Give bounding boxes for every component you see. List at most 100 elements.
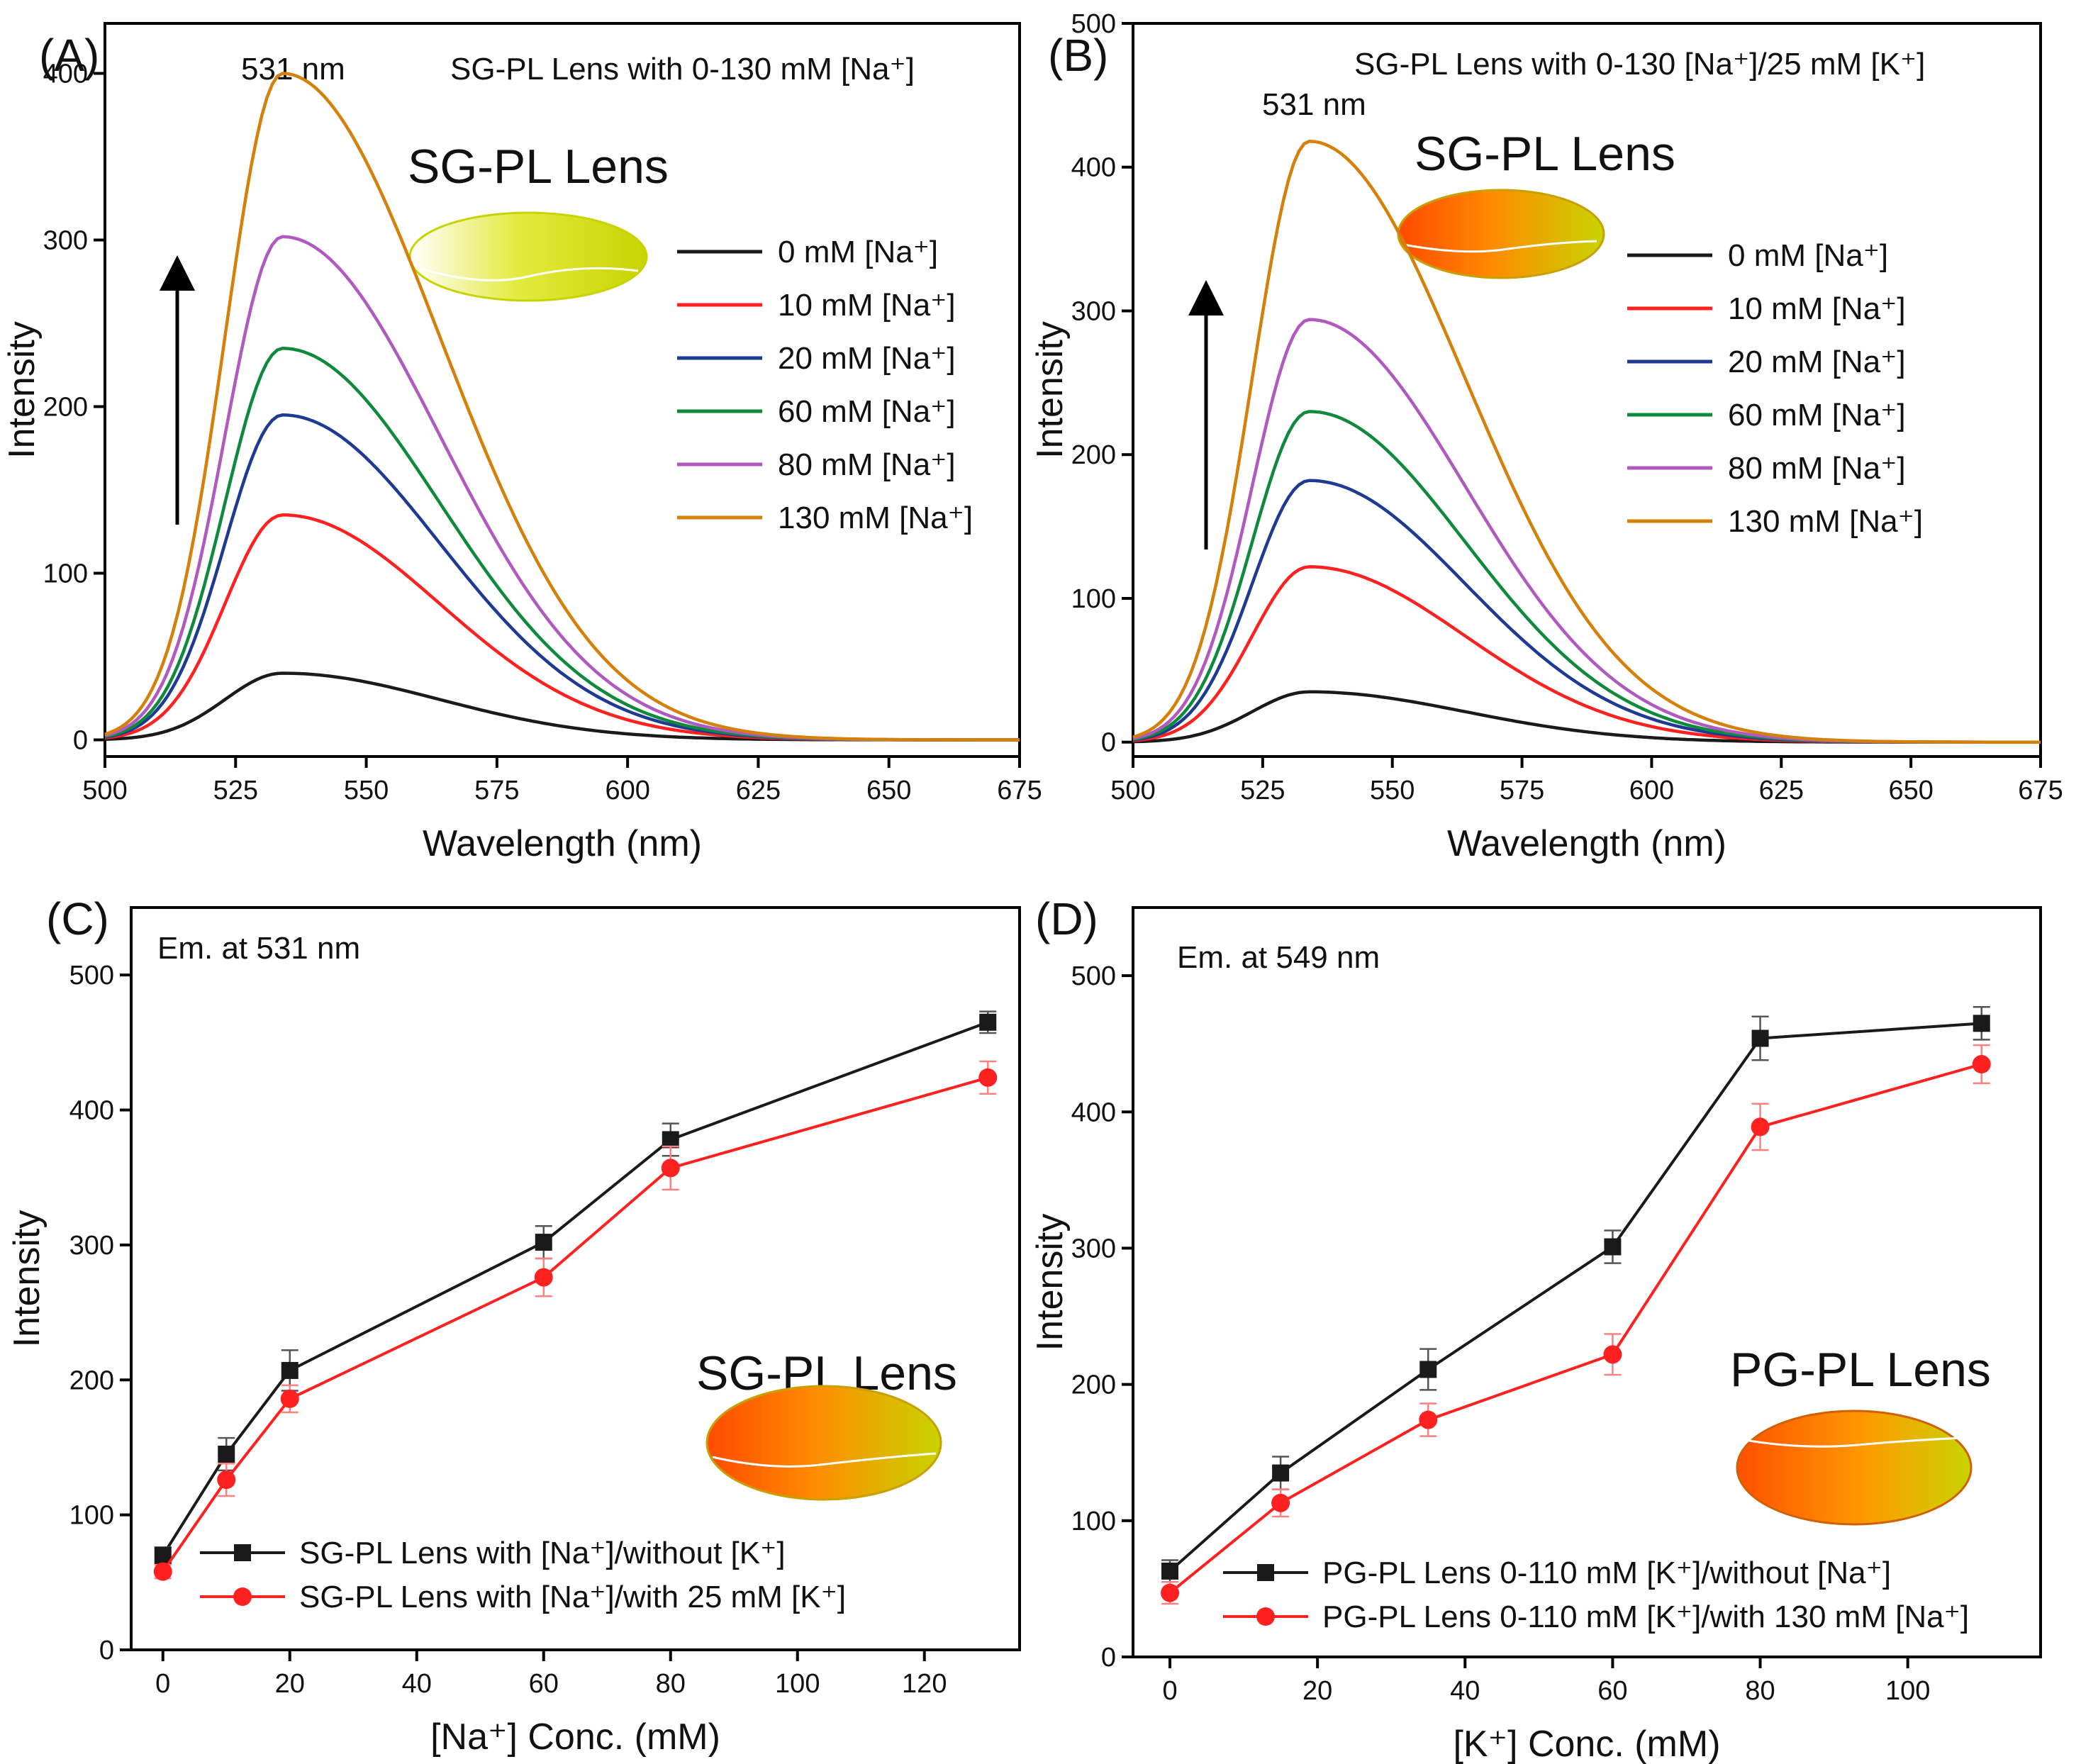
data-point [1419, 1361, 1437, 1378]
peak-label: 531 nm [1262, 87, 1366, 122]
series-line [1168, 1022, 1982, 1573]
series-line [162, 1020, 988, 1556]
y-axis-label: Intensity [1, 321, 43, 459]
x-tick-label: 550 [344, 776, 389, 805]
spectrum-line [104, 72, 1020, 742]
legend-label: PG-PL Lens 0-110 mM [K⁺]/with 130 mM [Na… [1322, 1600, 1969, 1634]
legend-label: 0 mM [Na⁺] [778, 235, 938, 269]
legend-label: SG-PL Lens with [Na⁺]/with 25 mM [K⁺] [299, 1580, 846, 1614]
data-point [1604, 1238, 1622, 1256]
y-tick-label: 0 [1101, 728, 1116, 758]
series-line [162, 1076, 988, 1573]
data-point [1751, 1029, 1769, 1047]
x-tick-label: 675 [997, 776, 1042, 805]
data-point [1161, 1583, 1180, 1602]
x-tick-label: 575 [1500, 776, 1544, 805]
panel-a: (A) SG-PL Lens with 0-130 mM [Na⁺] 531 n… [1, 22, 1042, 864]
legend-marker [233, 1587, 252, 1606]
lens-label: SG-PL Lens [1415, 127, 1675, 181]
yellow-lens-icon [408, 211, 648, 302]
x-tick-label: 650 [866, 776, 911, 805]
x-tick-label: 0 [1162, 1676, 1177, 1706]
y-tick-label: 100 [1071, 1507, 1116, 1536]
legend-label: 20 mM [Na⁺] [1728, 345, 1906, 379]
x-tick-label: 120 [902, 1669, 947, 1699]
x-tick-label: 500 [82, 776, 127, 805]
data-point [1751, 1117, 1770, 1137]
x-tick-label: 650 [1888, 776, 1933, 805]
data-point [1603, 1345, 1622, 1364]
plot-frame [104, 22, 1021, 758]
legend-label: 130 mM [Na⁺] [1728, 504, 1923, 539]
data-point [217, 1470, 236, 1490]
lens-label: SG-PL Lens [408, 140, 669, 194]
chart-title: SG-PL Lens with 0-130 [Na⁺]/25 mM [K⁺] [1354, 47, 1925, 82]
x-tick-label: 80 [1745, 1676, 1775, 1706]
x-tick-label: 525 [213, 776, 258, 805]
panel-c: (C) Em. at 531 nm SG-PL Lens 0 20 40 60 80 10… [6, 893, 1021, 1758]
x-tick-label: 675 [2018, 776, 2063, 805]
data-point [1972, 1055, 1991, 1074]
x-tick-label: 625 [1759, 776, 1804, 805]
legend-label: 60 mM [Na⁺] [1728, 398, 1906, 432]
y-tick-label: 100 [69, 1501, 114, 1531]
legend-marker [1256, 1607, 1275, 1626]
y-tick-label: 300 [1071, 296, 1116, 326]
plot-frame [1132, 906, 2042, 1658]
orange-yellow-lens-icon [705, 1385, 942, 1501]
spectrum-line [104, 671, 1020, 742]
plot-frame [130, 906, 1021, 1651]
data-point [661, 1159, 680, 1178]
data-point [978, 1068, 998, 1087]
legend-label: 10 mM [Na⁺] [778, 288, 956, 323]
orange-lens-icon [1736, 1409, 1973, 1526]
y-tick-label: 300 [69, 1231, 114, 1261]
panel-letter: (B) [1048, 30, 1108, 81]
y-axis-label: Intensity [1030, 1214, 1071, 1351]
x-tick-label: 525 [1240, 776, 1285, 805]
y-tick-label: 300 [1071, 1234, 1116, 1263]
lens-label: PG-PL Lens [1730, 1343, 1991, 1397]
x-axis-label: [K⁺] Conc. (mM) [1453, 1724, 1720, 1764]
panel-letter: (C) [46, 893, 109, 944]
panel-d: (D) Em. at 549 nm PG-PL Lens 0 20 40 60 80 10… [1030, 893, 2042, 1764]
legend-label: 80 mM [Na⁺] [1728, 451, 1906, 486]
orange-yellow-lens-icon [1397, 189, 1605, 279]
data-point [218, 1445, 235, 1463]
spectrum-line [104, 513, 1020, 742]
data-point [1272, 1464, 1290, 1482]
x-axis-label: [Na⁺] Conc. (mM) [430, 1716, 720, 1758]
y-tick-label: 100 [1071, 584, 1116, 614]
y-axis-label: Intensity [1030, 321, 1071, 459]
y-tick-label: 400 [69, 1096, 114, 1126]
x-tick-label: 600 [605, 776, 649, 805]
x-tick-label: 20 [275, 1669, 305, 1699]
legend-label: 80 mM [Na⁺] [778, 447, 956, 482]
data-point [280, 1389, 299, 1408]
y-tick-label: 0 [1101, 1643, 1116, 1673]
panel-letter: (D) [1035, 893, 1098, 944]
data-point [662, 1131, 679, 1149]
x-tick-label: 625 [736, 776, 781, 805]
data-point [1271, 1493, 1290, 1512]
y-tick-label: 500 [69, 961, 114, 990]
y-tick-label: 400 [1071, 1098, 1116, 1127]
x-tick-label: 40 [402, 1669, 432, 1699]
emission-annotation: Em. at 549 nm [1177, 940, 1380, 975]
x-axis-label: Wavelength (nm) [423, 823, 702, 864]
y-tick-label: 0 [99, 1636, 114, 1665]
legend-label: 10 mM [Na⁺] [1728, 291, 1906, 326]
series-line [1168, 1063, 1982, 1595]
x-tick-label: 80 [656, 1669, 686, 1699]
spectrum-line [1132, 140, 2041, 744]
y-tick-label: 200 [1071, 1371, 1116, 1400]
legend-label: SG-PL Lens with [Na⁺]/without [K⁺] [299, 1536, 786, 1570]
plot-frame [1132, 22, 2042, 758]
y-tick-label: 500 [1071, 9, 1116, 39]
y-tick-label: 300 [43, 226, 88, 256]
data-point [979, 1013, 997, 1031]
y-tick-label: 0 [73, 726, 88, 756]
data-point [535, 1234, 552, 1251]
data-point [153, 1562, 172, 1581]
